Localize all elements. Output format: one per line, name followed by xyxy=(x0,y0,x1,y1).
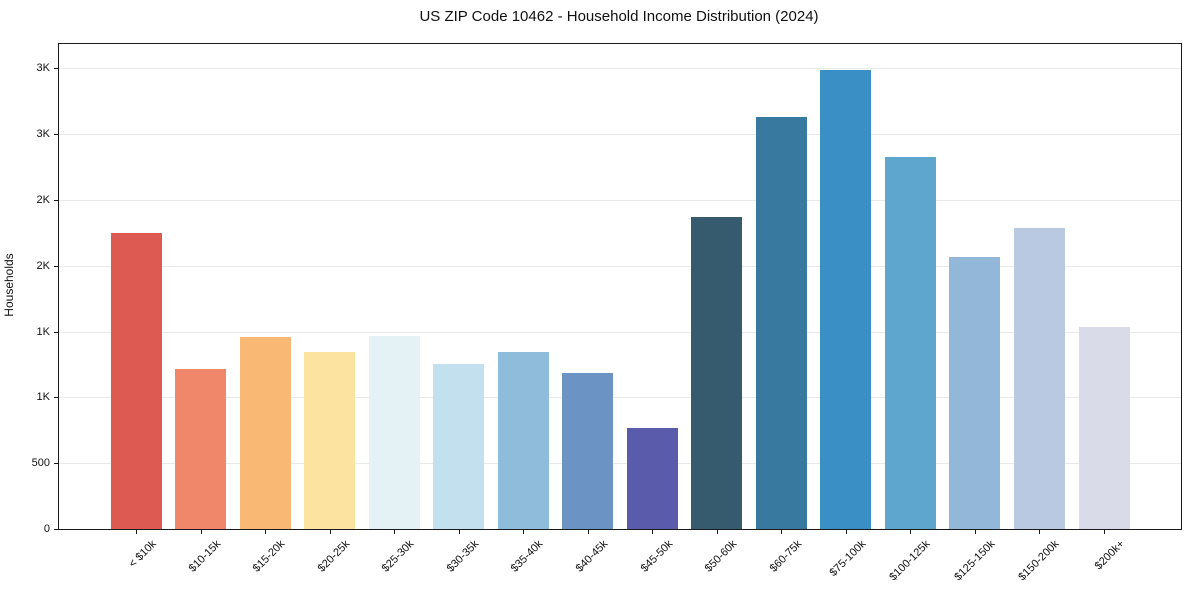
y-tick-mark xyxy=(54,265,58,267)
x-tick-label: $125-150k xyxy=(952,538,998,584)
y-tick-label: 2K xyxy=(36,259,50,272)
bar-100-125k xyxy=(884,157,936,529)
gridline-y-500 xyxy=(59,463,1181,465)
y-tick-mark xyxy=(54,199,58,201)
gridline-y-3000 xyxy=(59,134,1181,136)
y-tick-label: 2K xyxy=(36,193,50,206)
x-tick-label: $25-30k xyxy=(380,538,417,575)
x-tick-label: $15-20k xyxy=(250,538,288,575)
x-tick-mark xyxy=(652,530,654,534)
bar-40-45k xyxy=(562,373,614,529)
y-tick-label: 1K xyxy=(36,391,50,404)
x-tick-mark xyxy=(781,530,783,534)
x-tick-mark xyxy=(523,530,525,534)
x-tick-mark xyxy=(200,530,202,534)
x-tick-mark xyxy=(394,530,396,534)
gridline-y-1000 xyxy=(59,397,1181,399)
x-tick-label: < $10k xyxy=(126,538,159,571)
x-tick-label: $45-50k xyxy=(638,538,675,575)
y-tick-mark xyxy=(54,134,58,136)
y-tick-mark xyxy=(54,529,58,530)
bar-25-30k xyxy=(368,335,420,529)
x-tick-mark xyxy=(329,530,331,534)
bar-35-40k xyxy=(497,351,549,529)
y-axis-label: Households xyxy=(2,253,16,317)
plot-area: 0 500 1K 1K 2K 2K 3K 3K < $10k $10-15k $15-20k $20-… xyxy=(32,43,1182,583)
x-tick-mark xyxy=(910,530,912,534)
x-tick-label: $30-35k xyxy=(444,538,482,575)
x-tick-mark xyxy=(845,530,847,534)
bar-20-25k xyxy=(304,351,356,529)
y-tick-label: 0 xyxy=(43,523,50,535)
bar-30-35k xyxy=(433,363,485,529)
x-tick-mark xyxy=(587,530,589,534)
x-tick-label: $50-60k xyxy=(702,538,740,575)
x-tick-label: $40-45k xyxy=(573,538,611,575)
bar-125-150k xyxy=(949,257,1001,529)
gridline-y-2500 xyxy=(59,199,1181,201)
bar-150-200k xyxy=(1013,228,1065,529)
x-tick-label: $150-200k xyxy=(1016,538,1062,584)
y-tick-label: 3K xyxy=(36,62,50,75)
y-tick-label: 500 xyxy=(31,457,50,470)
bar-60-75k xyxy=(755,117,807,529)
bar-10-15k xyxy=(175,369,227,529)
gridline-y-1500 xyxy=(59,331,1181,333)
y-tick-mark xyxy=(54,331,58,333)
y-tick-mark xyxy=(54,463,58,465)
bar-200k xyxy=(1078,326,1130,529)
x-tick-label: $100-125k xyxy=(887,538,933,584)
y-tick-label: 3K xyxy=(36,128,50,141)
x-tick-label: $75-100k xyxy=(827,538,869,579)
x-tick-label: $10-15k xyxy=(186,538,224,575)
bar-15-20k xyxy=(239,336,291,529)
x-tick-mark xyxy=(716,530,718,534)
bar-45-50k xyxy=(626,428,678,529)
x-tick-mark xyxy=(265,530,267,534)
y-tick-mark xyxy=(54,68,58,70)
gridline-y-2000 xyxy=(59,265,1181,267)
bar-50-60k xyxy=(691,217,743,529)
y-tick-mark xyxy=(54,397,58,399)
bar-75-100k xyxy=(820,69,872,529)
x-tick-mark xyxy=(1039,530,1041,534)
x-tick-label: $200k+ xyxy=(1092,538,1127,573)
x-tick-label: $60-75k xyxy=(767,538,804,575)
x-tick-label: $35-40k xyxy=(509,538,546,575)
x-tick-mark xyxy=(136,530,137,534)
chart-title: US ZIP Code 10462 - Household Income Dis… xyxy=(419,8,819,25)
x-tick-label: $20-25k xyxy=(315,538,353,575)
x-tick-mark xyxy=(974,530,976,534)
gridline-y-3500 xyxy=(59,68,1181,70)
bar-10k xyxy=(110,232,162,529)
y-tick-label: 1K xyxy=(36,325,50,338)
x-tick-mark xyxy=(1104,530,1105,534)
x-tick-mark xyxy=(458,530,460,534)
